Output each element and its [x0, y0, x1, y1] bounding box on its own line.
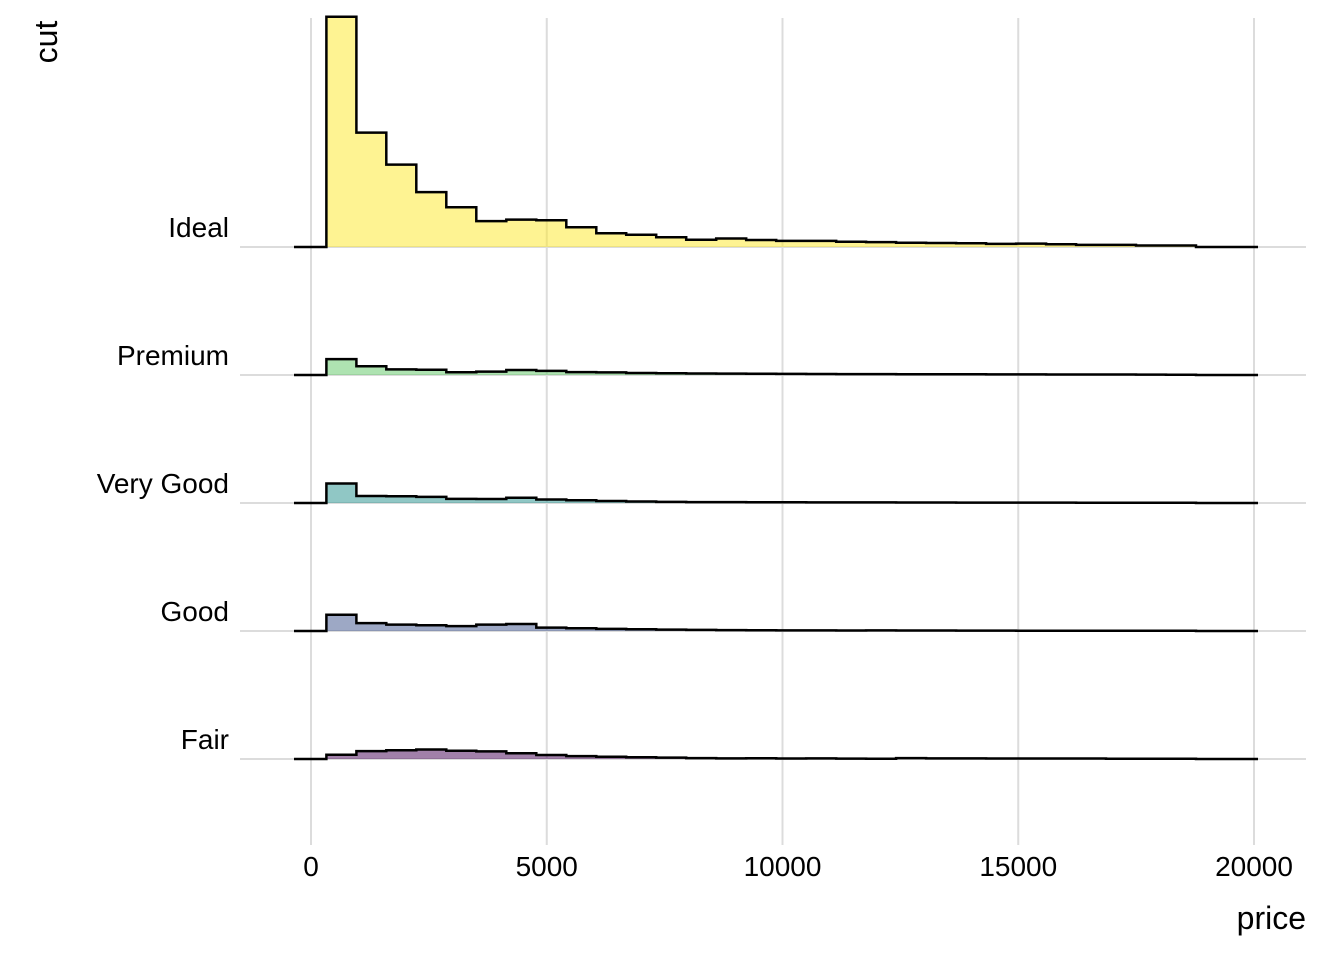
y-tick-label: Very Good — [97, 468, 229, 499]
y-tick-label: Good — [161, 596, 230, 627]
x-tick-label: 5000 — [516, 851, 578, 882]
x-tick-label: 15000 — [979, 851, 1057, 882]
x-axis-title: price — [1237, 900, 1306, 936]
ridge-premium — [294, 357, 1258, 377]
x-tick-labels: 0 5000 10000 15000 20000 — [303, 851, 1293, 882]
ridge-fair — [294, 748, 1258, 761]
x-tick-label: 10000 — [744, 851, 822, 882]
ridge-good — [294, 613, 1258, 633]
y-tick-label: Ideal — [168, 212, 229, 243]
x-tick-label: 20000 — [1215, 851, 1293, 882]
ridge-very-good — [294, 482, 1258, 505]
y-tick-label: Premium — [117, 340, 229, 371]
y-tick-label: Fair — [181, 724, 229, 755]
y-axis-title: cut — [28, 21, 64, 64]
ridge-series — [294, 15, 1258, 761]
x-tick-label: 0 — [303, 851, 319, 882]
ridge-ideal — [294, 15, 1258, 249]
y-tick-labels: Fair Good Very Good Premium Ideal — [97, 212, 229, 755]
vertical-gridlines — [310, 18, 1255, 845]
